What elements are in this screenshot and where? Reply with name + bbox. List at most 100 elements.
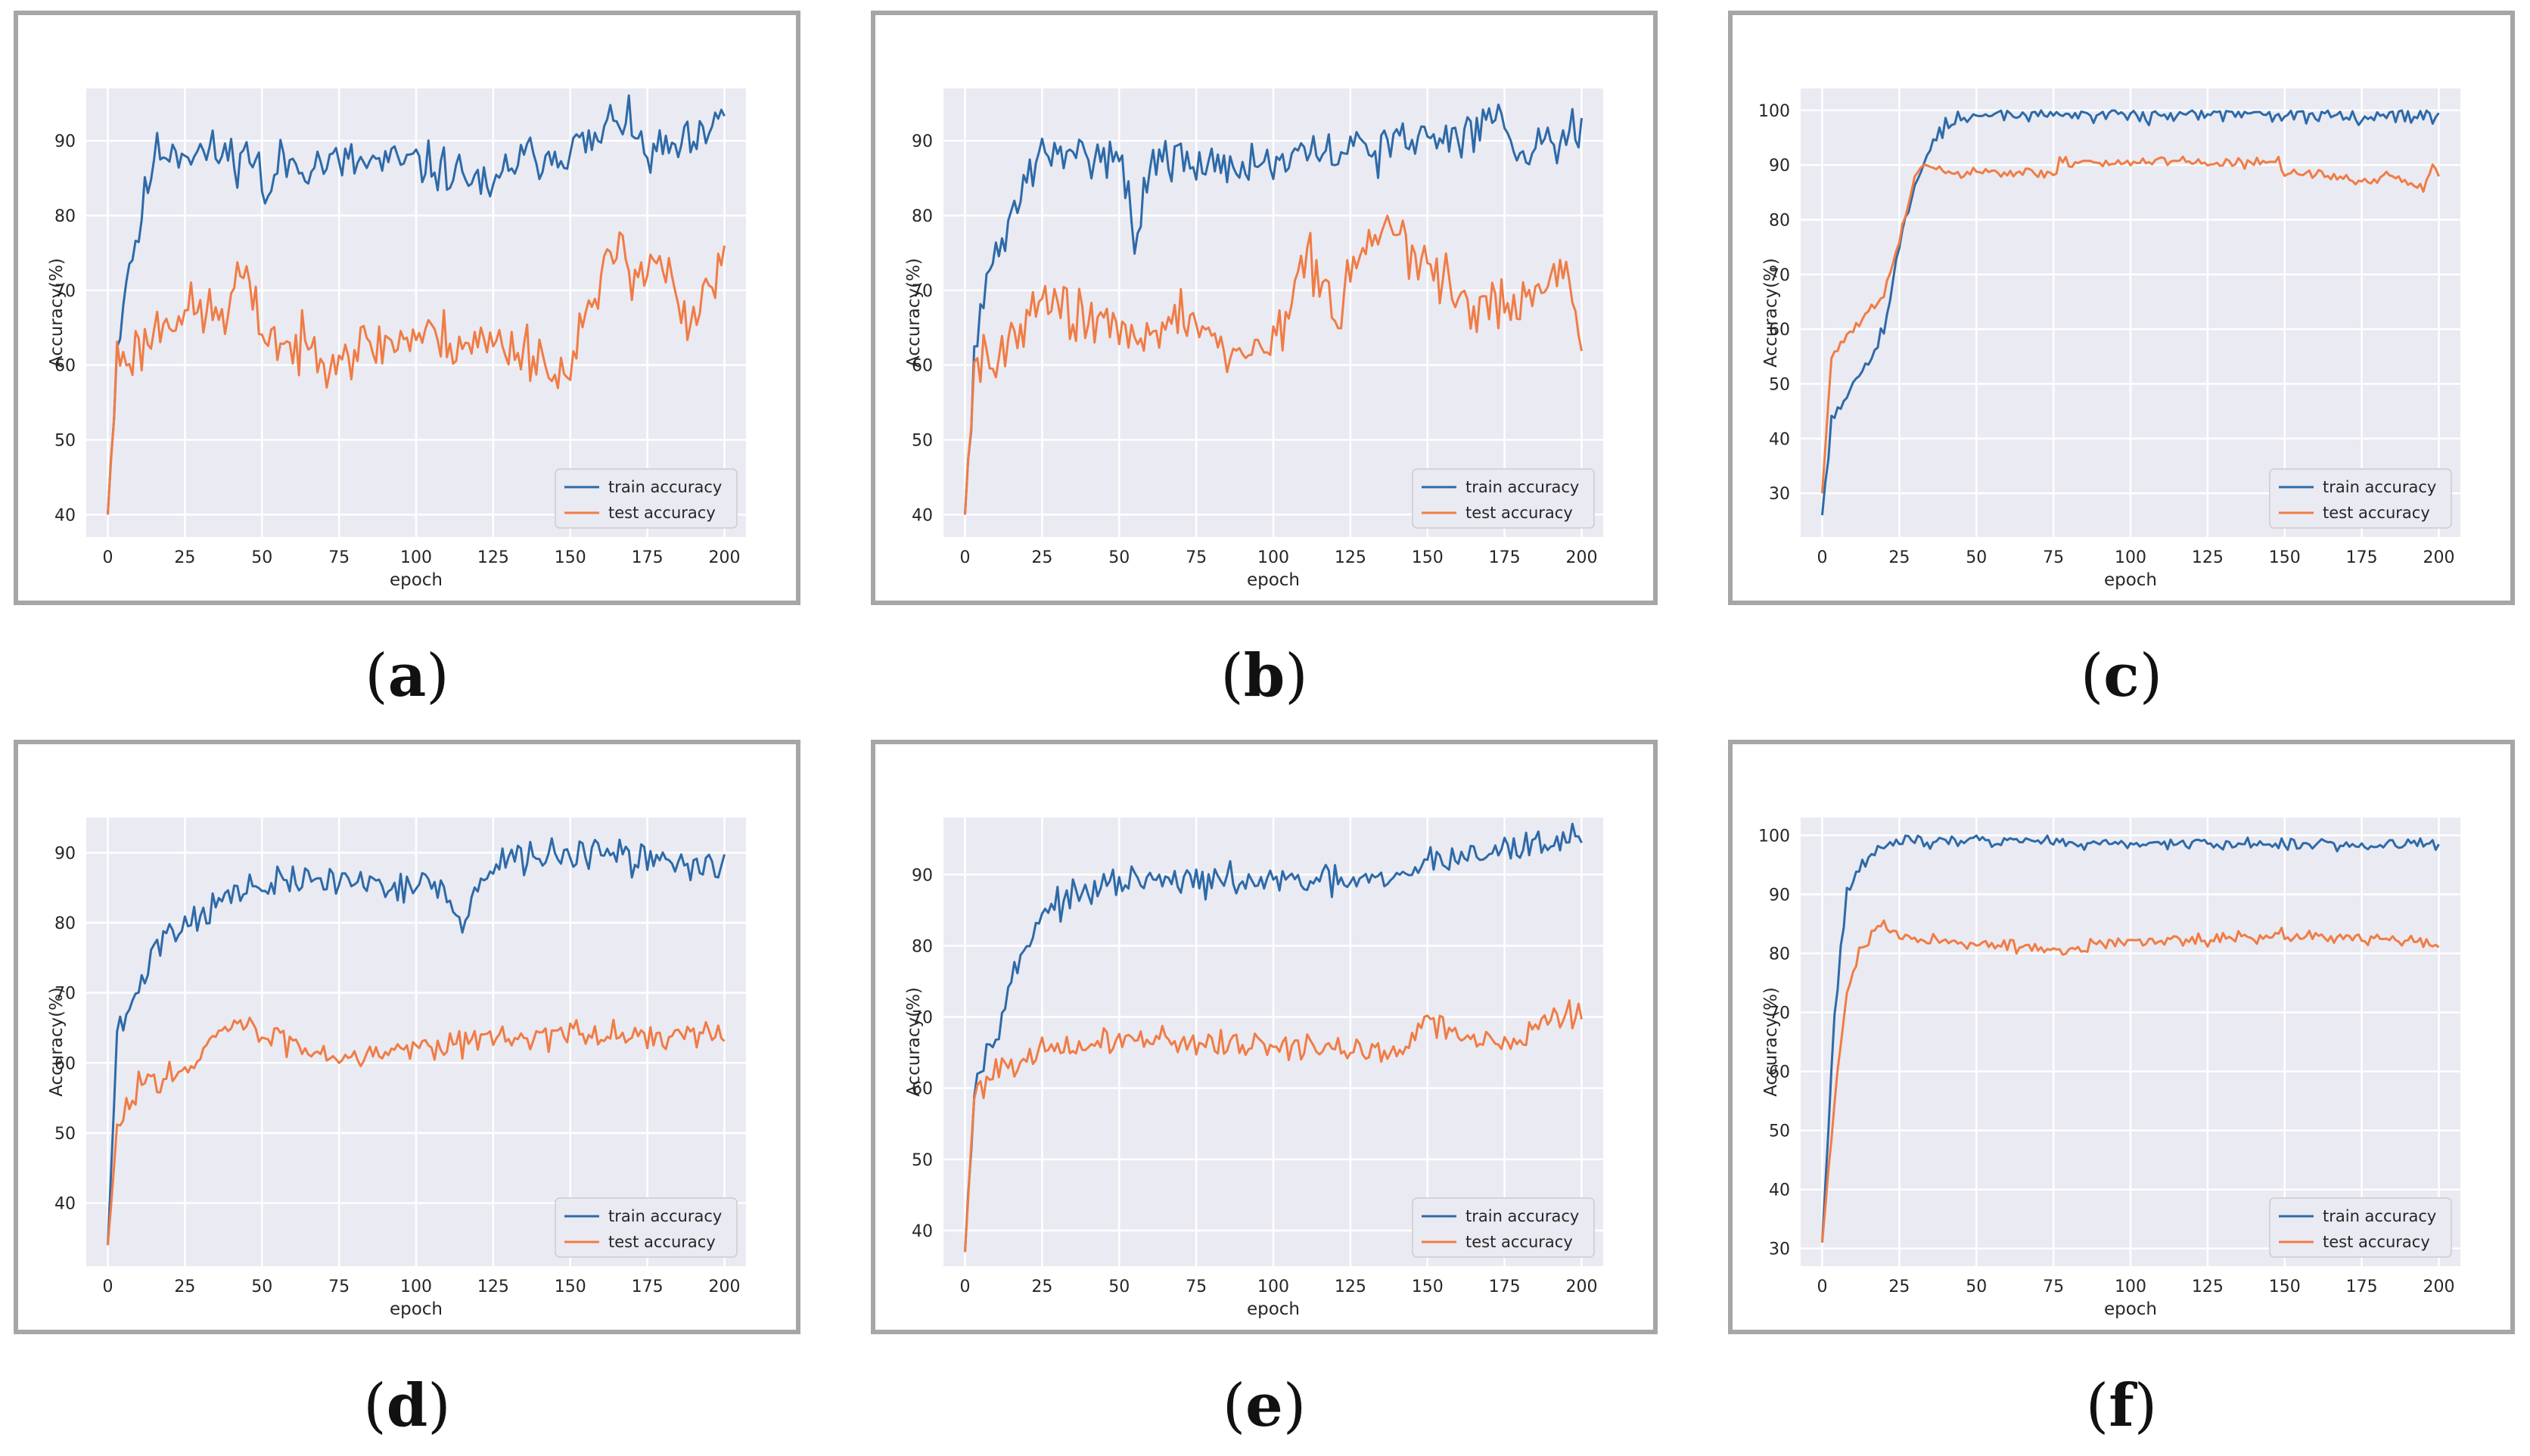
legend [555, 468, 738, 529]
y-tick-label: 90 [1769, 886, 1790, 905]
y-tick-label: 70 [54, 985, 76, 1004]
legend-label: test accuracy [2323, 504, 2430, 522]
x-tick-label: 25 [1031, 548, 1052, 567]
y-tick-label: 70 [912, 282, 933, 301]
legend [1412, 1197, 1595, 1258]
x-tick-label: 200 [1565, 548, 1597, 567]
x-tick-label: 150 [1412, 548, 1444, 567]
x-tick-label: 100 [1257, 1277, 1289, 1296]
y-tick-label: 40 [912, 506, 933, 525]
caption-a-letter: a [387, 641, 427, 710]
x-tick-label: 175 [632, 548, 664, 567]
y-tick-label: 70 [1769, 1004, 1790, 1023]
caption-a: (a) [365, 641, 449, 710]
x-axis-label: epoch [2104, 570, 2157, 590]
x-tick-label: 125 [2192, 548, 2224, 567]
y-tick-label: 80 [912, 207, 933, 226]
x-axis-label: epoch [390, 570, 443, 590]
chart-panel-a: 0 25 50 75 100 125 150 175 200 40 50 60 70 80 90 epoch A… [14, 11, 800, 605]
x-tick-label: 175 [2346, 548, 2378, 567]
series-line-train [107, 94, 726, 515]
chart-panel-b: 0 25 50 75 100 125 150 175 200 40 50 60 70 80 90 epoch A… [871, 11, 1658, 605]
x-tick-label: 150 [555, 1277, 586, 1296]
x-tick-label: 100 [1257, 548, 1289, 567]
x-tick-label: 100 [400, 548, 432, 567]
caption-f-letter: f [2109, 1371, 2134, 1440]
y-tick-label: 50 [1769, 1122, 1790, 1141]
y-axis-label: Accuracy(%) [47, 258, 67, 368]
x-tick-label: 150 [2269, 1277, 2301, 1296]
x-tick-label: 150 [1412, 1277, 1444, 1296]
legend-label: test accuracy [608, 1233, 716, 1251]
legend-label: train accuracy [1465, 1207, 1579, 1225]
x-tick-label: 0 [1817, 1277, 1828, 1296]
y-tick-label: 60 [1769, 321, 1790, 340]
x-tick-label: 25 [174, 1277, 195, 1296]
x-tick-label: 125 [1335, 548, 1366, 567]
x-tick-label: 75 [328, 1277, 350, 1296]
x-tick-label: 150 [2269, 548, 2301, 567]
legend-label: test accuracy [1465, 1233, 1573, 1251]
legend-label: train accuracy [1465, 478, 1579, 496]
x-tick-label: 100 [2115, 548, 2146, 567]
series-line-test [107, 1017, 726, 1246]
legend-label: test accuracy [1465, 504, 1573, 522]
legend [2269, 468, 2452, 529]
y-tick-label: 80 [912, 937, 933, 956]
legend-label: train accuracy [608, 1207, 722, 1225]
series-line-test [1821, 919, 2440, 1243]
series-line-train [964, 103, 1583, 515]
x-tick-label: 200 [2423, 548, 2454, 567]
y-tick-label: 80 [54, 207, 76, 226]
caption-e-letter: e [1245, 1371, 1283, 1440]
x-tick-label: 200 [1565, 1277, 1597, 1296]
y-axis-label: Accuracy(%) [904, 987, 924, 1097]
chart-panel-e: 0 25 50 75 100 125 150 175 200 40 50 60 70 80 90 epoch A… [871, 740, 1658, 1334]
y-tick-label: 100 [1758, 102, 1790, 121]
y-tick-label: 50 [54, 432, 76, 451]
x-tick-label: 0 [960, 548, 971, 567]
chart-svg-e: 0 25 50 75 100 125 150 175 200 40 50 60 70 80 90 epoch A… [904, 818, 1603, 1319]
y-tick-label: 30 [1769, 1240, 1790, 1259]
y-tick-label: 90 [912, 866, 933, 885]
x-tick-label: 25 [1888, 548, 1910, 567]
legend [555, 1197, 738, 1258]
y-tick-label: 90 [54, 132, 76, 151]
x-tick-label: 100 [2115, 1277, 2146, 1296]
series-line-train [1821, 109, 2440, 516]
y-tick-label: 50 [54, 1125, 76, 1144]
series-line-train [1821, 834, 2440, 1243]
chart-svg-b: 0 25 50 75 100 125 150 175 200 40 50 60 70 80 90 epoch A… [904, 88, 1603, 590]
x-tick-label: 175 [1489, 548, 1521, 567]
series-line-test [964, 999, 1583, 1253]
y-tick-label: 70 [54, 282, 76, 301]
x-tick-label: 75 [1186, 1277, 1207, 1296]
y-tick-label: 80 [54, 914, 76, 933]
x-tick-label: 75 [2043, 1277, 2064, 1296]
chart-panel-f: 0 25 50 75 100 125 150 175 200 30 40 50 60 70 80 90 100 e… [1728, 740, 2515, 1334]
y-tick-label: 90 [1769, 157, 1790, 175]
x-tick-label: 75 [2043, 548, 2064, 567]
caption-c: (c) [2080, 641, 2163, 710]
x-axis-label: epoch [1247, 570, 1300, 590]
x-axis-label: epoch [390, 1299, 443, 1319]
y-tick-label: 90 [54, 844, 76, 863]
legend [2269, 1197, 2452, 1258]
y-tick-label: 50 [912, 432, 933, 451]
x-axis-label: epoch [1247, 1299, 1300, 1319]
caption-b-letter: b [1243, 641, 1285, 710]
x-tick-label: 200 [2423, 1277, 2454, 1296]
legend [1412, 468, 1595, 529]
y-tick-label: 50 [1769, 376, 1790, 395]
y-axis-label: Accuracy(%) [1761, 258, 1781, 368]
x-tick-label: 0 [103, 548, 113, 567]
x-tick-label: 175 [632, 1277, 664, 1296]
series-line-test [107, 231, 726, 515]
caption-e: (e) [1222, 1371, 1307, 1440]
y-tick-label: 50 [912, 1151, 933, 1170]
series-line-train [964, 822, 1583, 1253]
caption-c-letter: c [2103, 641, 2140, 710]
x-tick-label: 150 [555, 548, 586, 567]
x-tick-label: 100 [400, 1277, 432, 1296]
chart-svg-a: 0 25 50 75 100 125 150 175 200 40 50 60 70 80 90 epoch A… [47, 88, 746, 590]
